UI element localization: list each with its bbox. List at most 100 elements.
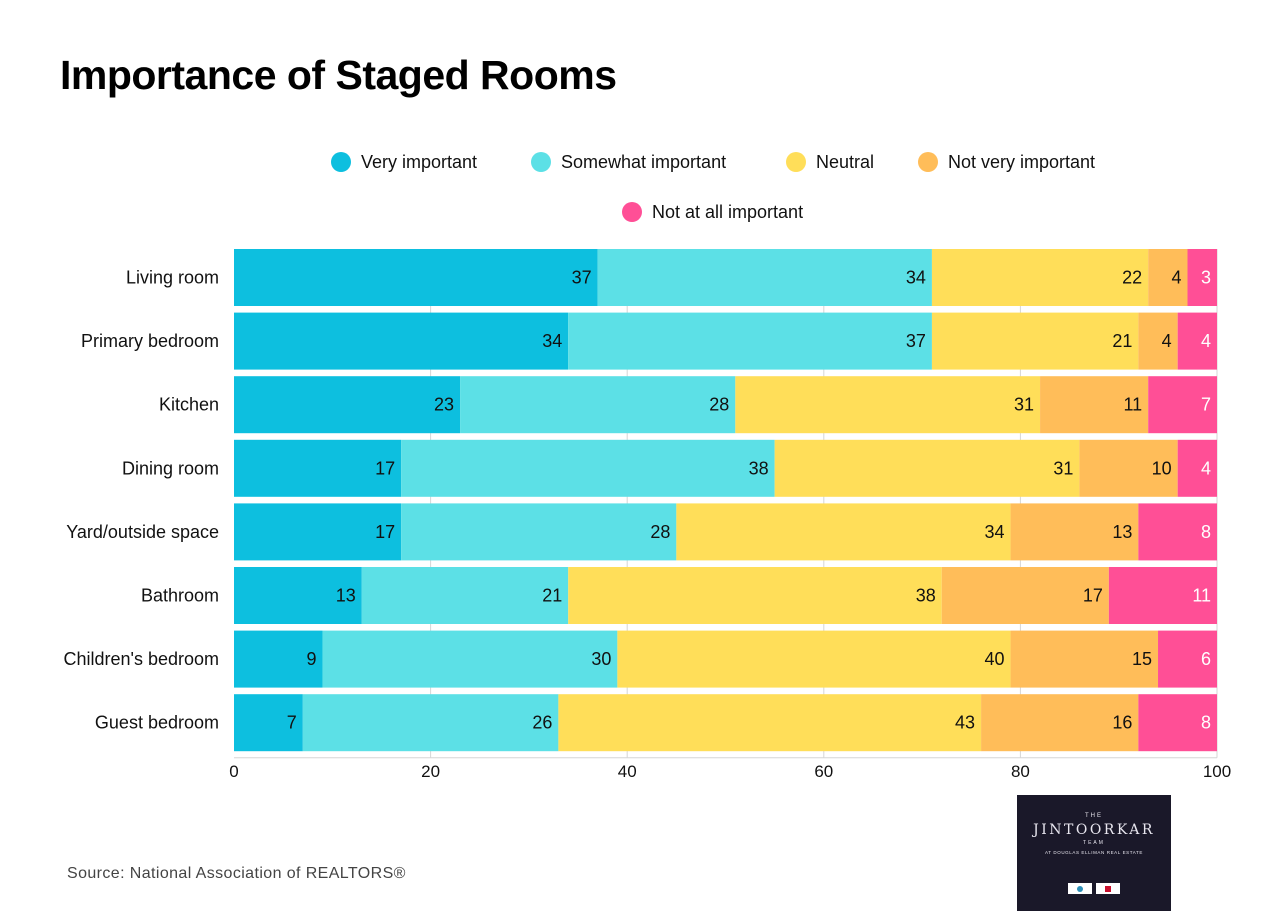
bar-segment	[931, 312, 1139, 370]
legend-swatch	[531, 152, 551, 172]
data-label: 26	[532, 713, 552, 733]
bar-segment	[234, 312, 569, 370]
bar-segment	[1040, 376, 1149, 434]
source-note: Source: National Association of REALTORS…	[67, 865, 406, 882]
bar-segment	[1158, 630, 1217, 688]
category-label: Primary bedroom	[81, 331, 219, 351]
legend-swatch	[918, 152, 938, 172]
bar-segment	[361, 567, 569, 624]
bar-segment	[558, 694, 982, 752]
bar-segment	[234, 249, 598, 306]
data-label: 34	[906, 268, 926, 288]
data-label: 13	[336, 586, 356, 606]
team-logo: THE JINTOORKAR TEAM AT DOUGLAS ELLIMAN R…	[1017, 795, 1171, 911]
bar-segment	[302, 694, 559, 752]
knight-frank-mark-icon	[1096, 883, 1120, 894]
category-label: Living room	[126, 268, 219, 288]
category-label: Kitchen	[159, 395, 219, 415]
data-label: 17	[375, 458, 395, 478]
data-label: 16	[1112, 713, 1132, 733]
bar-segment	[1138, 503, 1217, 561]
bar-segment	[1177, 439, 1217, 497]
data-label: 10	[1152, 458, 1172, 478]
logo-the-text: THE	[1085, 813, 1103, 819]
bar-segment	[401, 439, 775, 497]
data-label: 28	[650, 522, 670, 542]
douglas-elliman-mark-icon	[1068, 883, 1092, 894]
data-label: 40	[985, 649, 1005, 669]
data-label: 4	[1201, 331, 1211, 351]
bar-segment	[1138, 312, 1178, 370]
category-label: Children's bedroom	[63, 649, 219, 669]
bar-segment	[735, 376, 1041, 434]
bar-segment	[234, 439, 402, 497]
bar-segment	[617, 630, 1011, 688]
data-label: 37	[906, 331, 926, 351]
legend-swatch	[786, 152, 806, 172]
data-label: 4	[1201, 458, 1211, 478]
data-label: 6	[1201, 649, 1211, 669]
legend-label: Not very important	[948, 152, 1095, 172]
chart-title: Importance of Staged Rooms	[60, 52, 617, 98]
bar-segment	[1187, 249, 1217, 306]
data-label: 8	[1201, 522, 1211, 542]
bar-segment	[1108, 567, 1217, 624]
category-label: Yard/outside space	[66, 522, 219, 542]
bar-segment	[234, 503, 402, 561]
x-tick-label: 40	[618, 762, 637, 781]
data-label: 17	[1083, 586, 1103, 606]
x-tick-label: 0	[229, 762, 238, 781]
x-tick-label: 20	[421, 762, 440, 781]
data-label: 13	[1112, 522, 1132, 542]
logo-name-text: JINTOORKAR	[1033, 822, 1155, 838]
bar-segment	[234, 694, 303, 752]
data-label: 17	[375, 522, 395, 542]
category-label: Dining room	[122, 458, 219, 478]
legend-label: Somewhat important	[561, 152, 726, 172]
data-label: 30	[591, 649, 611, 669]
bar-segment	[676, 503, 1011, 561]
data-label: 7	[1201, 395, 1211, 415]
data-label: 34	[542, 331, 562, 351]
bar-segment	[568, 312, 932, 370]
bar-segment	[1138, 694, 1217, 752]
data-label: 11	[1192, 586, 1211, 606]
data-label: 38	[749, 458, 769, 478]
legend-label: Not at all important	[652, 202, 803, 222]
category-label: Guest bedroom	[95, 713, 219, 733]
bar-segment	[234, 376, 461, 434]
bar-segment	[234, 630, 323, 688]
legend-swatch	[331, 152, 351, 172]
bar-segment	[322, 630, 618, 688]
bar-segment	[774, 439, 1080, 497]
data-label: 11	[1124, 395, 1143, 415]
data-label: 15	[1132, 649, 1152, 669]
legend-label: Very important	[361, 152, 477, 172]
bar-segment	[401, 503, 677, 561]
bar-segment	[981, 694, 1139, 752]
bar-segment	[568, 567, 942, 624]
data-label: 31	[1014, 395, 1034, 415]
data-label: 21	[542, 586, 562, 606]
bar-segment	[597, 249, 932, 306]
partner-marks	[1017, 883, 1171, 894]
bar-segment	[941, 567, 1109, 624]
data-label: 3	[1201, 268, 1211, 288]
data-label: 4	[1171, 268, 1181, 288]
x-tick-label: 60	[814, 762, 833, 781]
legend-label: Neutral	[816, 152, 874, 172]
logo-subtitle-text: AT DOUGLAS ELLIMAN REAL ESTATE	[1044, 850, 1144, 855]
data-label: 43	[955, 713, 975, 733]
data-label: 4	[1162, 331, 1172, 351]
legend-swatch	[622, 202, 642, 222]
data-label: 7	[287, 713, 297, 733]
bar-segment	[1010, 630, 1159, 688]
x-tick-label: 100	[1203, 762, 1231, 781]
data-label: 9	[306, 649, 316, 669]
data-label: 23	[434, 395, 454, 415]
bar-segment	[1177, 312, 1217, 370]
bar-segment	[1079, 439, 1178, 497]
data-label: 22	[1122, 268, 1142, 288]
bar-segment	[1148, 249, 1188, 306]
